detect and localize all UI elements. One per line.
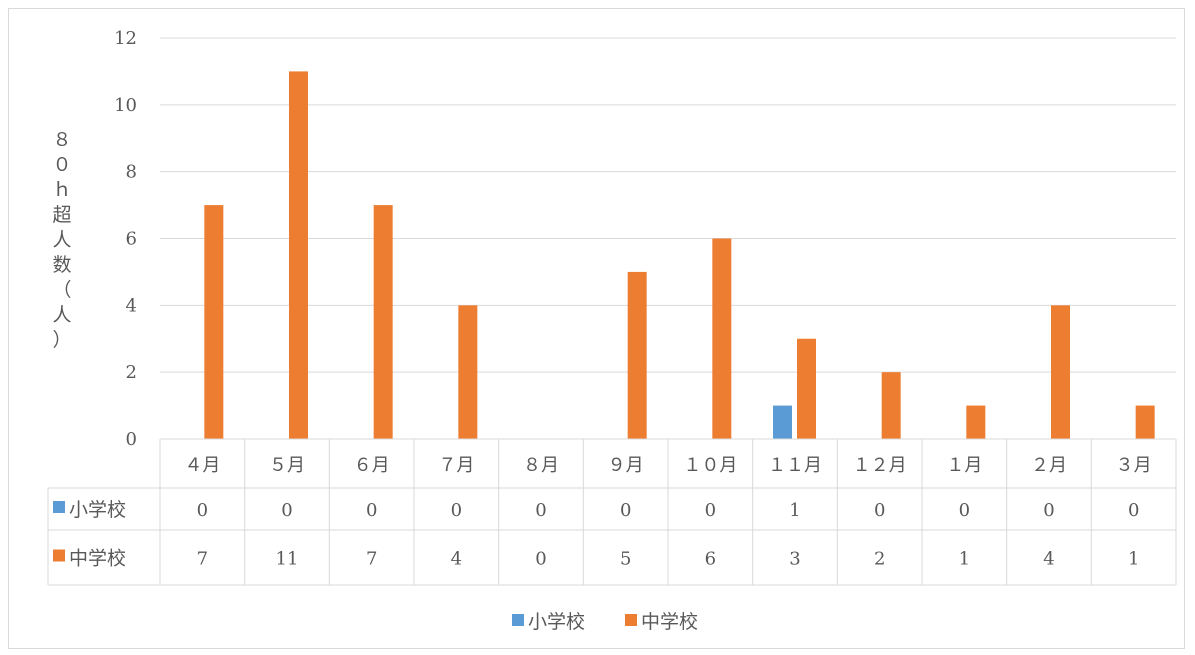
y-axis-title-char: 人 [52,229,71,251]
y-tick-label: 12 [114,28,137,49]
x-category-label: ３月 [1116,455,1152,476]
table-cell-value: 0 [959,500,970,521]
x-category-label: ８月 [523,455,559,476]
y-tick-label: 6 [126,229,137,250]
table-cell-value: 1 [1128,549,1139,570]
legend-swatch [625,614,637,626]
legend-label: 中学校 [641,611,698,633]
table-cell-value: 1 [959,549,970,570]
bar-elementary [773,405,792,439]
y-axis-title-char: ） [52,329,71,351]
table-cell-value: 0 [451,500,462,521]
x-category-label: ４月 [184,455,220,476]
table-cell-value: 0 [1128,500,1139,521]
y-tick-label: 8 [126,162,137,183]
y-axis-title-char: ｈ [52,179,71,201]
table-cell-value: 5 [620,549,631,570]
x-category-label: １０月 [683,455,737,476]
table-cell-value: 0 [281,500,292,521]
bar-junior-high [289,71,308,440]
x-category-label: １２月 [853,455,907,476]
y-tick-label: 0 [126,429,137,450]
x-category-label: ９月 [608,455,644,476]
bar-junior-high [627,271,647,439]
table-cell-value: 7 [197,549,208,570]
y-axis-title-char: （ [52,279,71,301]
y-axis-title-char: 人 [52,304,71,326]
table-cell-value: 0 [535,549,546,570]
y-tick-label: 2 [126,362,137,383]
table-cell-value: 6 [705,549,716,570]
x-category-label: ６月 [354,455,390,476]
table-cell-value: 0 [197,500,208,521]
series-key-swatch [53,501,65,513]
bar-junior-high [458,305,478,439]
series-row-label: 小学校 [69,499,126,521]
x-category-label: ５月 [269,455,305,476]
y-axis-title-char: ８ [52,129,71,151]
bar-junior-high [966,405,986,439]
table-cell-value: 1 [789,500,800,521]
series-row-label: 中学校 [69,548,126,570]
bar-junior-high [1051,305,1070,439]
bar-junior-high [373,205,393,439]
y-tick-label: 10 [114,95,137,116]
y-axis-title-char: 超 [52,204,71,226]
y-tick-label: 4 [126,295,137,316]
bar-junior-high [797,338,816,439]
y-axis-title-char: ０ [52,154,71,176]
table-cell-value: 4 [451,549,462,570]
table-cell-value: 2 [874,549,885,570]
bar-junior-high [712,238,732,439]
legend-swatch [512,614,524,626]
legend-label: 小学校 [528,611,585,633]
table-cell-value: 0 [874,500,885,521]
bar-junior-high [1135,405,1155,439]
table-cell-value: 0 [1043,500,1054,521]
chart-frame [8,8,1185,649]
x-category-label: ７月 [438,455,474,476]
x-category-label: １月 [946,455,982,476]
table-cell-value: 3 [789,549,800,570]
series-key-swatch [53,549,65,562]
x-category-label: ２月 [1031,455,1067,476]
bar-junior-high [881,372,901,439]
x-category-label: １１月 [768,455,822,476]
table-cell-value: 0 [705,500,716,521]
table-cell-value: 0 [620,500,631,521]
table-cell-value: 7 [366,549,377,570]
table-cell-value: 4 [1043,549,1054,570]
table-cell-value: 0 [535,500,546,521]
bar-junior-high [204,205,224,439]
table-cell-value: 0 [366,500,377,521]
table-cell-value: 11 [276,549,299,570]
y-axis-title-char: 数 [52,254,71,276]
